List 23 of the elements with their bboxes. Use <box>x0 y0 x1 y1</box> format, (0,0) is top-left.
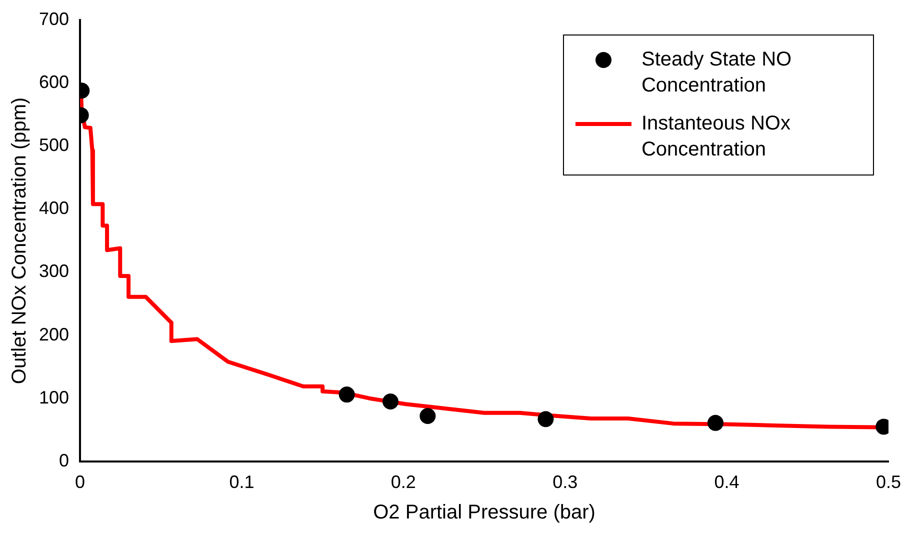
legend-label: Instanteous NOx Concentration <box>641 112 790 161</box>
y-tick-label: 300 <box>38 261 70 282</box>
x-tick-label: 0.3 <box>552 472 578 492</box>
point <box>382 393 398 410</box>
x-tick-label: 0.5 <box>876 472 902 492</box>
point <box>420 408 436 424</box>
x-tick-label: 0.2 <box>390 472 416 492</box>
x-tick-label: 0.4 <box>714 472 740 492</box>
y-tick-label: 500 <box>38 135 70 156</box>
x-tick-label: 0.1 <box>229 472 254 492</box>
point <box>707 414 724 431</box>
point <box>538 411 554 428</box>
x-axis-title: O2 Partial Pressure (bar) <box>373 502 596 524</box>
y-tick-label: 200 <box>38 324 70 344</box>
legend-label: Steady State NO Concentration <box>641 48 792 97</box>
y-tick-label: 100 <box>38 387 70 408</box>
y-tick-label: 0 <box>59 450 70 470</box>
point <box>338 386 355 403</box>
x-tick-label: 0 <box>75 472 86 492</box>
y-tick-label: 400 <box>38 198 70 218</box>
y-axis-title: Outlet NOx Concentration (ppm) <box>8 97 31 384</box>
y-tick-label: 600 <box>38 72 70 92</box>
y-tick-label: 700 <box>38 8 70 29</box>
